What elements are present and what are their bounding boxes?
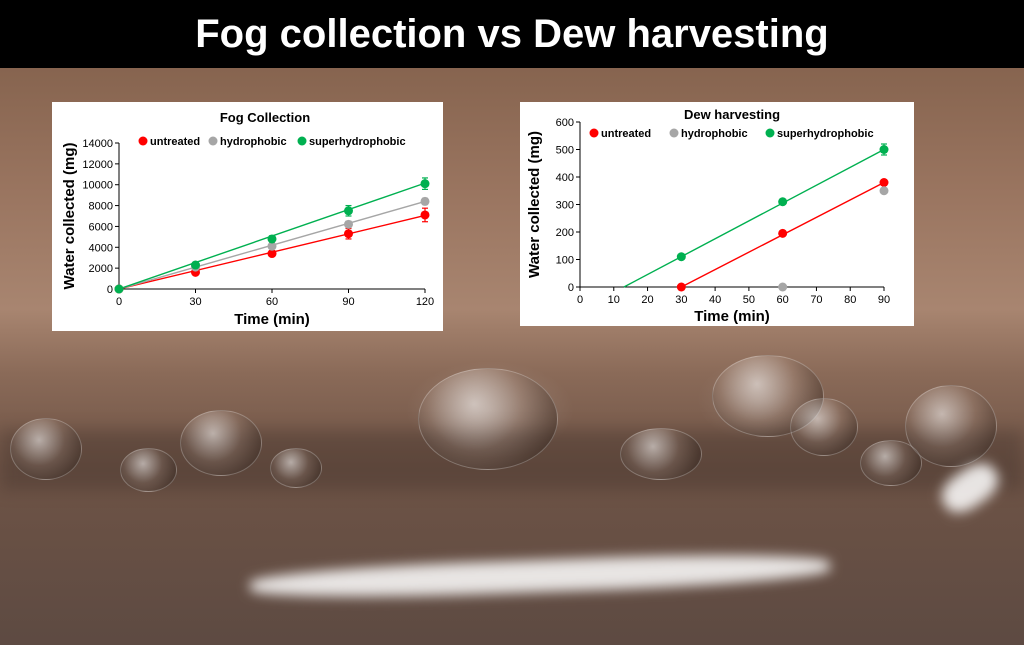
data-point (778, 228, 788, 238)
data-point (778, 197, 788, 207)
data-point (420, 196, 430, 206)
x-tick-label: 0 (577, 294, 583, 306)
x-tick-label: 120 (416, 296, 434, 308)
dew-harvesting-chart: Dew harvesting untreated hydrophobic superh… (520, 102, 914, 326)
y-axis-label: Water collected (mg) (526, 131, 543, 278)
droplet (790, 398, 858, 456)
data-point (420, 179, 430, 189)
legend-marker (765, 128, 775, 138)
y-tick-label: 2000 (89, 263, 113, 275)
legend-label: hydrophobic (220, 136, 287, 148)
x-tick-label: 90 (878, 294, 890, 306)
y-tick-label: 10000 (82, 180, 113, 192)
x-tick-label: 40 (709, 294, 721, 306)
data-point (420, 210, 430, 220)
data-point (267, 241, 277, 251)
droplet (270, 448, 322, 488)
data-point (267, 249, 277, 259)
x-tick-label: 90 (342, 296, 354, 308)
data-point (191, 260, 200, 270)
x-tick-label: 20 (641, 294, 653, 306)
x-axis-label: Time (min) (694, 308, 770, 325)
data-point (344, 229, 353, 239)
droplet (905, 385, 997, 467)
y-tick-label: 500 (556, 145, 574, 157)
y-tick-label: 14000 (82, 138, 113, 150)
data-point (267, 234, 277, 244)
y-tick-label: 300 (556, 200, 574, 212)
data-point (344, 206, 353, 216)
fog-chart-svg: Fog Collection untreated hydrophobic superh… (61, 110, 434, 328)
data-point (676, 252, 686, 262)
legend-label: superhydrophobic (777, 128, 874, 140)
y-axis-label: Water collected (mg) (61, 143, 78, 290)
data-point (778, 282, 788, 292)
droplet (120, 448, 177, 492)
data-point (879, 145, 889, 154)
y-tick-label: 600 (556, 117, 574, 129)
y-tick-label: 4000 (89, 242, 113, 254)
legend-label: superhydrophobic (309, 136, 406, 148)
y-tick-label: 0 (107, 284, 113, 296)
x-tick-label: 0 (116, 296, 122, 308)
y-tick-label: 200 (556, 227, 574, 239)
droplet (860, 440, 922, 486)
x-axis-label: Time (min) (234, 311, 310, 328)
x-tick-label: 10 (608, 294, 620, 306)
title-bar: Fog collection vs Dew harvesting (0, 0, 1024, 68)
legend-marker (589, 128, 599, 138)
data-point (879, 186, 889, 196)
y-tick-label: 8000 (89, 201, 113, 213)
chart-title: Dew harvesting (684, 107, 780, 122)
legend-marker (208, 136, 218, 146)
droplet (10, 418, 82, 480)
legend-marker (297, 136, 307, 146)
page-title: Fog collection vs Dew harvesting (195, 11, 829, 56)
x-tick-label: 80 (844, 294, 856, 306)
legend-label: untreated (150, 136, 200, 148)
legend-marker (138, 136, 148, 146)
data-point (879, 178, 889, 187)
light-reflection (249, 549, 831, 603)
droplet (620, 428, 702, 480)
x-tick-label: 60 (777, 294, 789, 306)
x-tick-label: 30 (189, 296, 201, 308)
legend-label: untreated (601, 128, 651, 140)
fog-collection-chart: Fog Collection untreated hydrophobic superh… (52, 102, 443, 331)
y-tick-label: 100 (556, 255, 574, 267)
droplet-large (418, 368, 558, 470)
y-tick-label: 0 (568, 282, 574, 294)
data-point (114, 284, 124, 294)
y-tick-label: 400 (556, 172, 574, 184)
x-tick-label: 30 (675, 294, 687, 306)
y-tick-label: 6000 (89, 221, 113, 233)
data-point (344, 219, 353, 229)
x-tick-label: 50 (743, 294, 755, 306)
droplet (712, 355, 824, 437)
trendline (623, 148, 885, 288)
droplet (180, 410, 262, 476)
chart-title: Fog Collection (220, 110, 310, 125)
data-point (676, 282, 686, 292)
legend-label: hydrophobic (681, 128, 748, 140)
dew-chart-svg: Dew harvesting untreated hydrophobic superh… (526, 107, 890, 325)
x-tick-label: 70 (810, 294, 822, 306)
y-tick-label: 12000 (82, 159, 113, 171)
legend-marker (669, 128, 679, 138)
x-tick-label: 60 (266, 296, 278, 308)
